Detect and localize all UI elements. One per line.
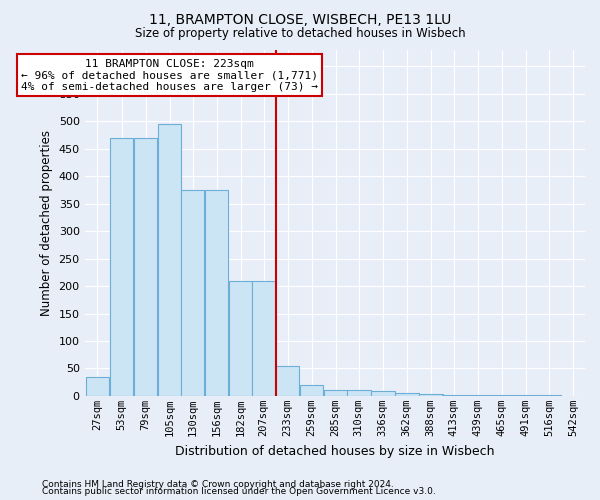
Bar — [205, 190, 229, 396]
X-axis label: Distribution of detached houses by size in Wisbech: Distribution of detached houses by size … — [175, 444, 494, 458]
Bar — [252, 280, 275, 396]
Bar — [324, 390, 347, 396]
Bar — [158, 124, 181, 396]
Bar — [395, 393, 419, 396]
Bar — [371, 392, 395, 396]
Bar — [276, 366, 299, 396]
Bar — [110, 138, 133, 396]
Bar — [229, 280, 253, 396]
Text: 11 BRAMPTON CLOSE: 223sqm
← 96% of detached houses are smaller (1,771)
4% of sem: 11 BRAMPTON CLOSE: 223sqm ← 96% of detac… — [21, 58, 318, 92]
Text: 11, BRAMPTON CLOSE, WISBECH, PE13 1LU: 11, BRAMPTON CLOSE, WISBECH, PE13 1LU — [149, 12, 451, 26]
Text: Size of property relative to detached houses in Wisbech: Size of property relative to detached ho… — [134, 28, 466, 40]
Bar — [181, 190, 205, 396]
Bar — [347, 390, 371, 396]
Bar — [419, 394, 443, 396]
Bar — [86, 376, 109, 396]
Bar — [134, 138, 157, 396]
Bar — [300, 385, 323, 396]
Y-axis label: Number of detached properties: Number of detached properties — [40, 130, 53, 316]
Text: Contains HM Land Registry data © Crown copyright and database right 2024.: Contains HM Land Registry data © Crown c… — [42, 480, 394, 489]
Bar — [442, 395, 466, 396]
Text: Contains public sector information licensed under the Open Government Licence v3: Contains public sector information licen… — [42, 487, 436, 496]
